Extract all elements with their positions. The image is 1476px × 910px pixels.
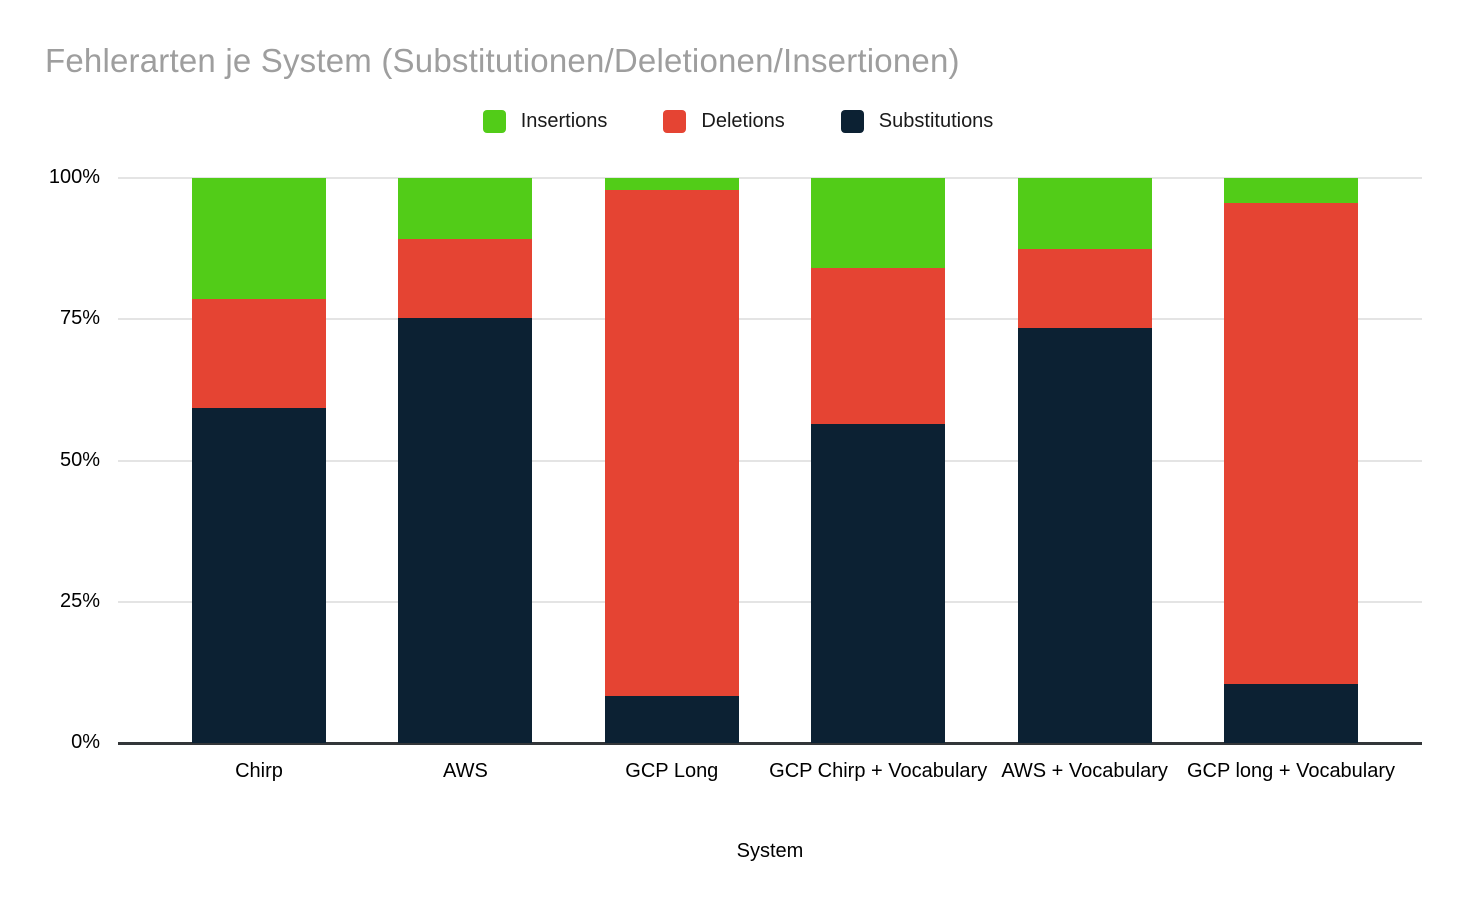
y-tick-label-100: 100% [48,166,100,188]
segment-deletions-aws [398,239,533,319]
x-tick-label-gcp-chirp-vocabulary: GCP Chirp + Vocabulary [769,760,988,782]
x-tick-label-aws: AWS [442,760,488,782]
segment-substitutions-chirp [192,407,326,743]
substitutions-swatch-icon [840,110,864,133]
x-tick-label-chirp: Chirp [235,760,283,782]
legend-label: Deletions [701,110,785,132]
segment-substitutions-aws-vocabulary [1017,327,1152,743]
segment-substitutions-aws [398,318,533,743]
segment-deletions-gcp-long-vocabulary [1224,203,1358,685]
segment-insertions-gcp-chirp-vocabulary [811,178,946,269]
segment-insertions-aws [398,178,533,240]
segment-deletions-gcp-chirp-vocabulary [811,268,946,424]
segment-insertions-aws-vocabulary [1017,178,1152,249]
bar-chirp [192,178,326,743]
legend-item-insertions: Insertions [482,110,608,133]
bar-aws-vocabulary [1017,178,1152,743]
y-tick-label-50: 50% [59,448,100,471]
bar-gcp-chirp-vocabulary [811,178,946,743]
x-axis-line [118,742,1422,745]
x-tick-label-gcp-long-vocabulary: GCP long + Vocabulary [1186,760,1396,782]
insertions-swatch-icon [482,110,506,133]
segment-deletions-gcp-long [604,189,739,696]
plot-area: 0% 25% 50% 75% 100% Chirp AWS GCP Long GCP Chirp… [49,166,1422,782]
chart-legend: Insertions Deletions Substitutions [0,110,1476,133]
x-axis-title: System [736,840,804,862]
segment-substitutions-gcp-long [604,695,739,743]
segment-insertions-gcp-long-vocabulary [1224,178,1358,204]
y-tick-label-0: 0% [71,731,100,753]
bar-gcp-long [604,178,739,743]
y-tick-label-75: 75% [59,307,100,330]
segment-insertions-gcp-long [604,178,739,190]
segment-substitutions-gcp-long-vocabulary [1224,684,1358,743]
chart-title: Fehlerarten je System (Substitutionen/De… [45,42,960,79]
bar-aws [398,178,533,743]
y-tick-label-25: 25% [59,589,100,612]
segment-deletions-aws-vocabulary [1017,248,1152,328]
gridline-25 [118,600,1422,603]
bar-gcp-long-vocabulary [1224,178,1358,743]
deletions-swatch-icon [663,110,687,133]
segment-deletions-chirp [192,298,326,408]
gridline-50 [118,459,1422,462]
legend-label: Insertions [520,110,608,132]
legend-item-deletions: Deletions [663,110,785,133]
x-tick-label-aws-vocabulary: AWS + Vocabulary [1001,760,1168,782]
gridline-100 [118,177,1422,179]
legend-item-substitutions: Substitutions [840,110,994,133]
segment-substitutions-gcp-chirp-vocabulary [811,423,946,743]
legend-label: Substitutions [878,110,994,132]
segment-insertions-chirp [192,178,326,299]
x-tick-label-gcp-long: GCP Long [625,760,719,782]
gridline-75 [118,318,1422,321]
